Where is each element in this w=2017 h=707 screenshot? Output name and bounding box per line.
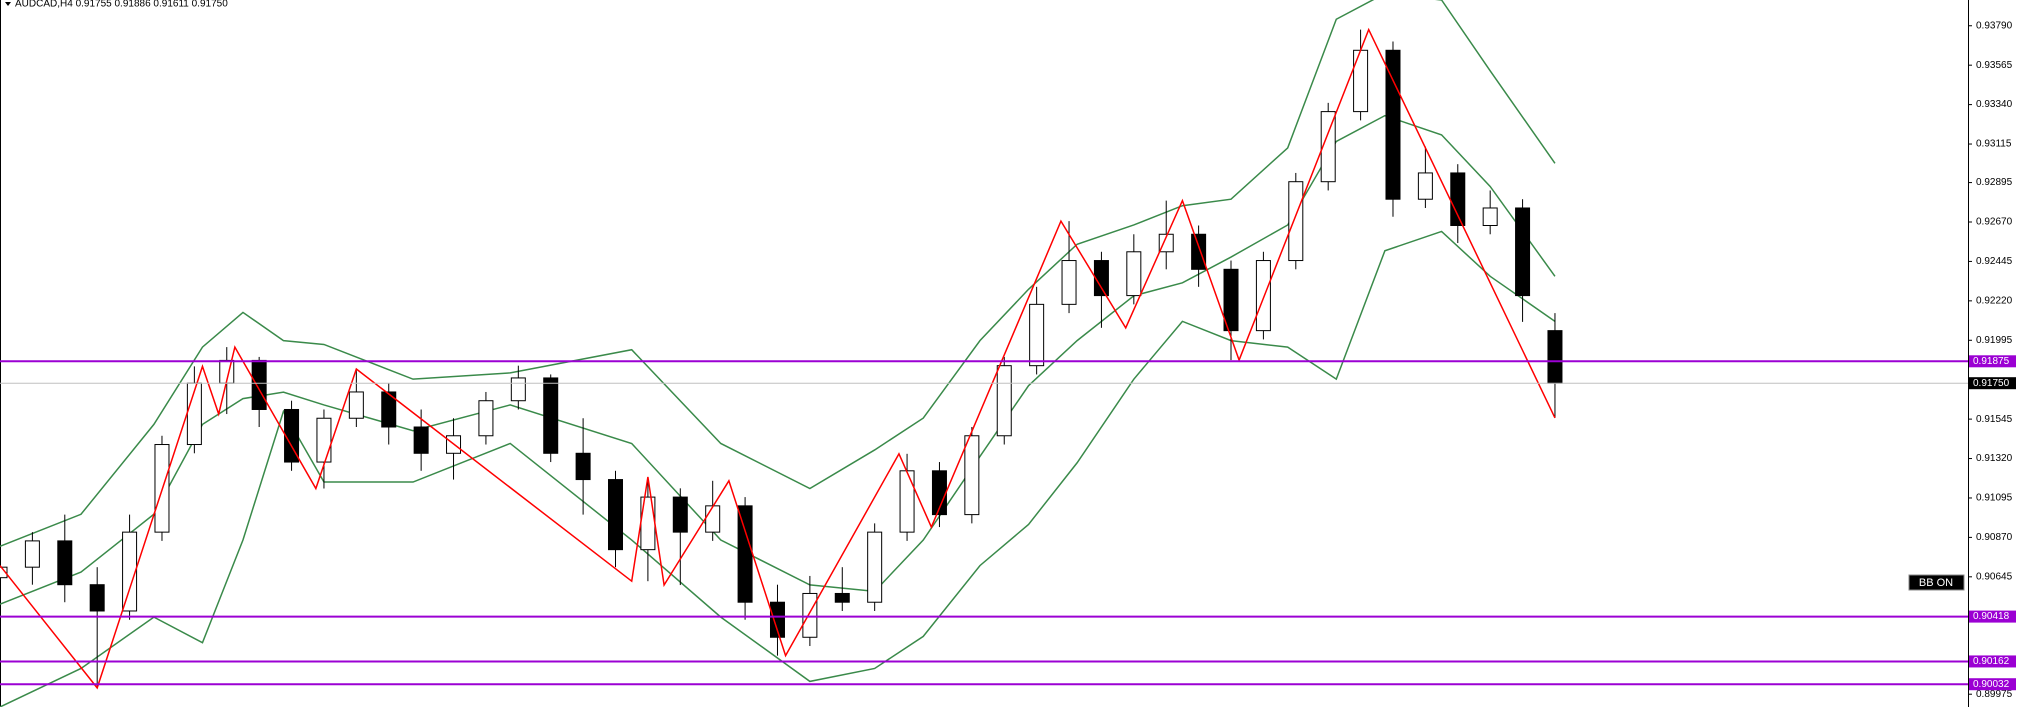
- level-line-label: 0.91875: [1973, 356, 2010, 367]
- candle-body: [1093, 260, 1109, 297]
- y-tick-label: 0.92895: [1976, 177, 2013, 188]
- bollinger-band: [0, 230, 1556, 707]
- y-tick-label: 0.93565: [1976, 60, 2013, 71]
- candle-body: [1288, 181, 1304, 262]
- candle-body: [1255, 260, 1271, 332]
- candle-body: [1417, 172, 1433, 200]
- candle-body: [1450, 172, 1466, 227]
- candle-body: [0, 566, 8, 579]
- candle-body: [1029, 303, 1045, 367]
- candle-body: [1320, 111, 1336, 183]
- candle-body: [802, 592, 818, 638]
- level-line-label: 0.90418: [1973, 611, 2010, 622]
- level-line-label-box: [1969, 655, 2016, 668]
- y-tick-label: 0.93115: [1976, 139, 2012, 150]
- candle-body: [1515, 207, 1531, 297]
- candle-body: [1547, 330, 1563, 384]
- candle-body: [510, 377, 526, 402]
- candle-body: [705, 505, 721, 533]
- candle-body: [24, 540, 40, 568]
- candle-body: [89, 584, 105, 612]
- candle-body: [1353, 49, 1369, 113]
- current-price-line-label-box: [1969, 377, 2016, 390]
- candle-body: [251, 359, 267, 410]
- candle-body: [122, 531, 138, 612]
- level-line-label-box: [1969, 610, 2016, 623]
- candle-body: [867, 531, 883, 603]
- candle-body: [1191, 233, 1207, 270]
- bollinger-band: [0, 0, 1556, 548]
- y-tick-label: 0.90870: [1976, 532, 2013, 543]
- y-tick-label: 0.90645: [1976, 571, 2013, 582]
- candle-body: [964, 435, 980, 516]
- candle-body: [381, 391, 397, 428]
- candle-body: [1126, 251, 1142, 297]
- y-tick-label: 0.91545: [1976, 414, 2013, 425]
- candle-body: [575, 452, 591, 481]
- candle-body: [737, 505, 753, 603]
- zigzag: [0, 27, 1556, 690]
- y-tick-label: 0.91995: [1976, 335, 2013, 346]
- y-tick-label: 0.92670: [1976, 217, 2013, 228]
- y-tick-label: 0.91320: [1976, 453, 2013, 464]
- candle-body: [284, 408, 300, 463]
- candle-body: [834, 592, 850, 603]
- candle-body: [1061, 260, 1077, 305]
- y-tick-label: 0.93790: [1976, 20, 2013, 31]
- menu-arrow[interactable]: [5, 2, 11, 6]
- y-tick-label: 0.91095: [1976, 493, 2013, 504]
- y-tick-label: 0.89975: [1976, 689, 2013, 700]
- candle-body: [1482, 207, 1498, 227]
- candle-body: [1158, 233, 1174, 253]
- candle-body: [543, 377, 559, 454]
- candle-body: [1385, 49, 1401, 200]
- y-tick-label: 0.92445: [1976, 256, 2013, 267]
- candle-body: [413, 426, 429, 454]
- badge: BB ON: [1919, 577, 1953, 589]
- y-tick-label: 0.93340: [1976, 99, 2013, 110]
- candle-body: [478, 400, 494, 437]
- current-price-line-label: 0.91750: [1973, 378, 2010, 389]
- y-tick-label: 0.92220: [1976, 295, 2013, 306]
- badge-box: [1908, 574, 1965, 591]
- level-line-label: 0.90032: [1973, 679, 2010, 690]
- chart-title: AUDCAD,H4 0.91755 0.91886 0.91611 0.9175…: [15, 0, 228, 10]
- level-line-label-box: [1969, 678, 2016, 691]
- candle-body: [996, 365, 1012, 437]
- candle-body: [769, 601, 785, 638]
- level-line-label-box: [1969, 355, 2016, 368]
- candle-body: [899, 470, 915, 533]
- candle-body: [348, 391, 364, 419]
- candle-body: [672, 496, 688, 533]
- candle-body: [608, 479, 624, 551]
- candle-body: [316, 417, 332, 463]
- candle-body: [57, 540, 73, 586]
- level-line-label: 0.90162: [1973, 656, 2010, 667]
- candle-body: [1223, 268, 1239, 332]
